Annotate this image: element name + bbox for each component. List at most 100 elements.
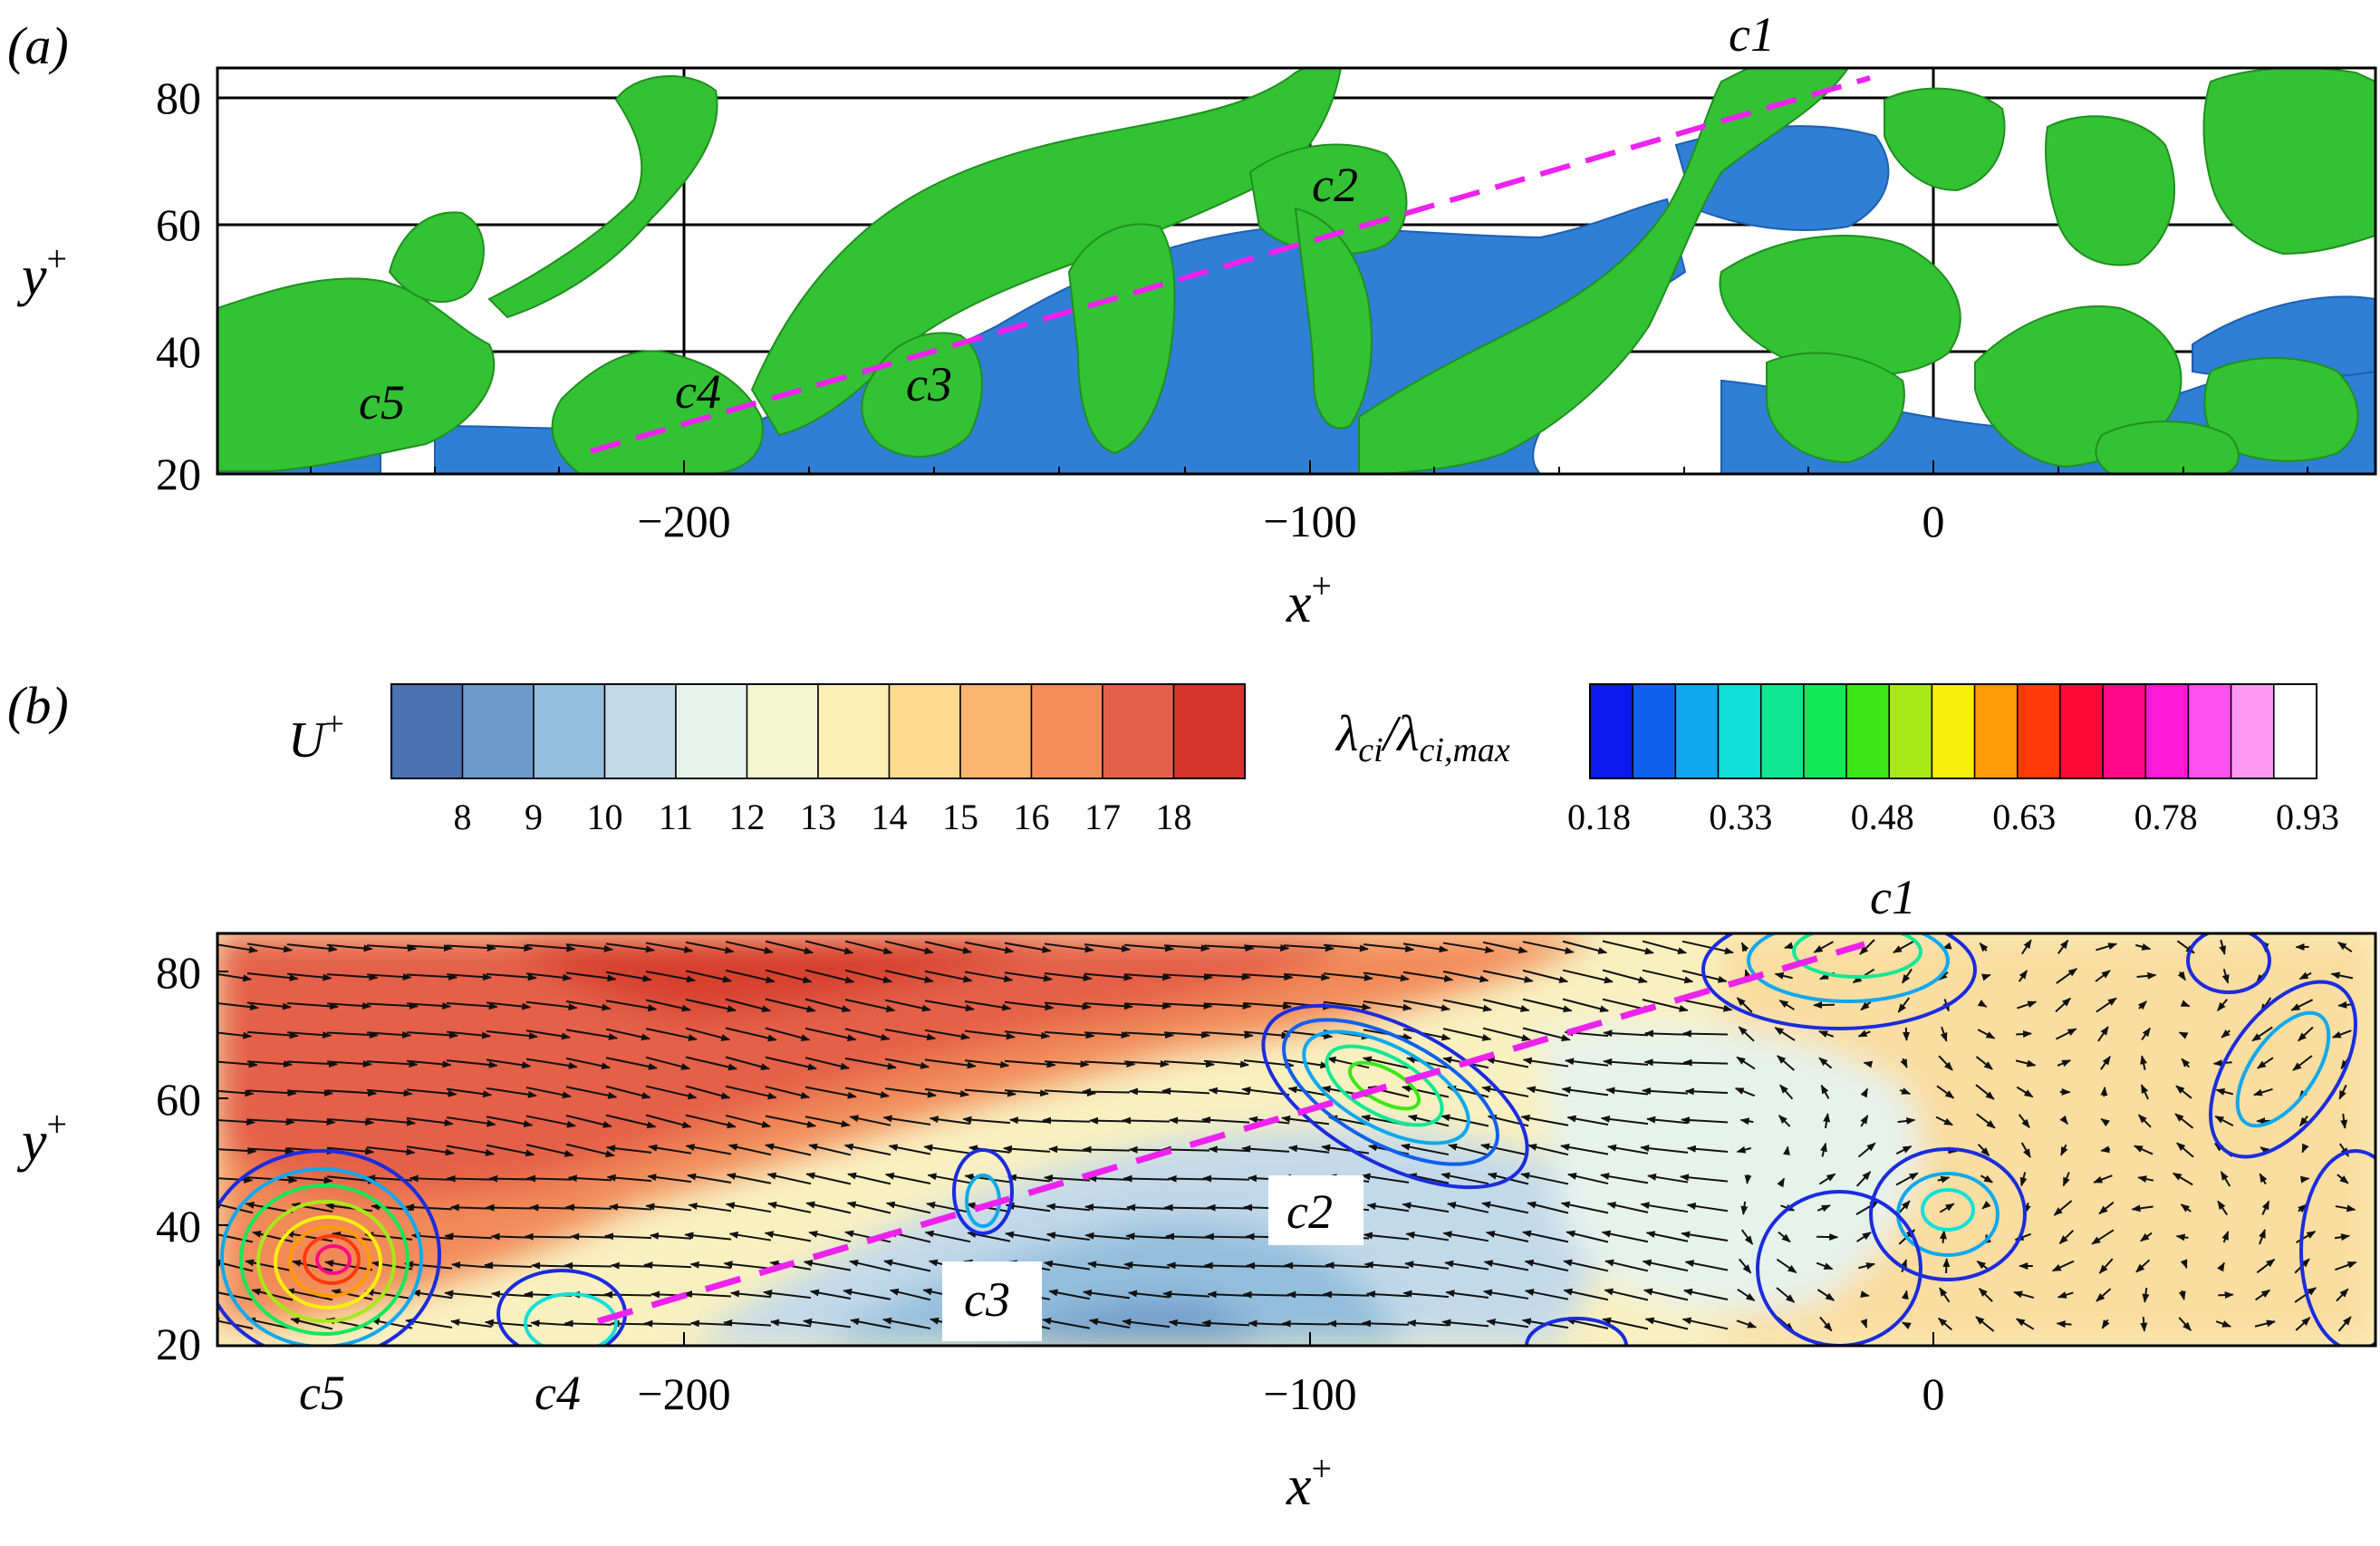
velocity-vector <box>1326 1056 1370 1069</box>
velocity-vector <box>2256 1258 2276 1274</box>
velocity-vector <box>1526 1086 1569 1097</box>
velocity-vector <box>805 969 855 984</box>
velocity-vector <box>1939 1203 1955 1213</box>
velocity-vector <box>1642 940 1688 954</box>
velocity-vector <box>1084 1002 1134 1010</box>
velocity-vector <box>2093 1174 2113 1184</box>
velocity-vector <box>1203 1261 1250 1270</box>
velocity-vector <box>1977 999 1988 1008</box>
velocity-vector <box>2097 1026 2109 1042</box>
velocity-vector <box>1940 1026 1948 1042</box>
velocity-vector <box>1004 942 1052 953</box>
panel-a-x-tick-neg100: −100 <box>1263 496 1356 546</box>
velocity-vector <box>2219 939 2227 955</box>
velocity-vector <box>1363 943 1415 952</box>
velocity-vector <box>444 1232 493 1241</box>
velocity-vector <box>446 1030 491 1039</box>
velocity-vector <box>406 1031 458 1039</box>
velocity-vector <box>685 1144 732 1155</box>
velocity-vector <box>2256 1057 2274 1069</box>
velocity-vector <box>1201 1116 1250 1124</box>
velocity-vector <box>1740 1201 1749 1215</box>
velocity-vector <box>805 1116 851 1128</box>
velocity-vector <box>647 1174 692 1184</box>
velocity-vector <box>1601 1230 1649 1243</box>
velocity-vector <box>1084 1031 1131 1039</box>
velocity-vector <box>1161 1087 1210 1096</box>
colorbar-u-swatch <box>1030 683 1103 779</box>
velocity-vector <box>967 1231 1011 1242</box>
velocity-vector <box>1203 944 1255 952</box>
velocity-vector <box>1281 1319 1330 1328</box>
velocity-vector <box>603 1232 652 1241</box>
velocity-vector <box>1860 1290 1870 1299</box>
velocity-vector <box>884 970 934 983</box>
velocity-vector <box>844 969 892 984</box>
velocity-vector <box>2296 1231 2317 1243</box>
velocity-vector <box>1441 1172 1489 1185</box>
velocity-vector <box>366 1117 417 1126</box>
swirling-contours <box>217 933 2375 1346</box>
colorbar-lambda-swatch <box>1803 683 1847 779</box>
velocity-vector <box>2017 1000 2038 1010</box>
colorbar-u-tick: 11 <box>659 797 694 837</box>
velocity-vector <box>1442 999 1493 1012</box>
velocity-vector <box>1981 1200 1991 1210</box>
colorbar-u-swatches <box>390 683 1246 779</box>
velocity-vector <box>246 942 294 953</box>
velocity-vector <box>844 1057 897 1070</box>
velocity-vector <box>406 943 453 952</box>
velocity-vector <box>286 1031 332 1039</box>
velocity-vector <box>1402 971 1454 982</box>
velocity-vector <box>1366 1203 1410 1213</box>
velocity-vector <box>605 971 652 982</box>
velocity-vector <box>2178 1317 2192 1331</box>
velocity-vector <box>2335 1261 2357 1271</box>
velocity-vector <box>217 1089 255 1097</box>
velocity-vector <box>765 1115 817 1128</box>
velocity-vector <box>1560 1201 1609 1214</box>
velocity-vector <box>366 1002 419 1010</box>
velocity-vector <box>246 1060 294 1068</box>
velocity-vector <box>1163 944 1210 952</box>
colorbar-u-swatch <box>1172 683 1246 779</box>
velocity-vector <box>2337 1174 2349 1184</box>
velocity-vector <box>805 1086 857 1099</box>
panel-a-y-tick-80: 80 <box>156 72 201 123</box>
velocity-vector <box>1938 1055 1953 1071</box>
velocity-vector <box>2180 1203 2192 1213</box>
velocity-vector <box>1823 1113 1831 1129</box>
velocity-vector <box>843 1288 891 1300</box>
velocity-vector <box>844 940 893 955</box>
velocity-vector <box>1163 1060 1216 1068</box>
velocity-vector <box>683 1290 732 1299</box>
velocity-vector <box>725 1202 772 1213</box>
panel-b-x-tick-0: 0 <box>1922 1368 1945 1419</box>
velocity-vector <box>765 1086 811 1099</box>
velocity-vector <box>2178 1031 2189 1039</box>
velocity-vector <box>1860 1087 1869 1098</box>
velocity-vector <box>1522 941 1575 954</box>
velocity-vector <box>846 1201 891 1214</box>
velocity-vector <box>406 1088 458 1097</box>
velocity-vector <box>1122 1116 1171 1125</box>
velocity-vector <box>685 1114 737 1129</box>
velocity-vector <box>1744 1174 1752 1184</box>
velocity-vector <box>727 1143 772 1156</box>
velocity-vector <box>217 1147 257 1155</box>
velocity-vector <box>406 1059 452 1068</box>
colorbar-lambda-swatch <box>2273 683 2317 779</box>
velocity-vector <box>964 1059 1010 1068</box>
velocity-vector <box>924 970 973 983</box>
colorbar-u-swatch <box>817 683 891 779</box>
velocity-vector <box>1938 1317 1952 1331</box>
velocity-vector <box>565 1057 612 1070</box>
velocity-vector <box>1441 1319 1489 1328</box>
velocity-vector <box>1201 1319 1250 1328</box>
colorbar-u-tick: 9 <box>525 797 543 837</box>
velocity-vector <box>486 1087 537 1098</box>
velocity-vector <box>884 1029 937 1041</box>
velocity-vector <box>2058 1230 2075 1244</box>
velocity-vector <box>1441 1114 1489 1127</box>
velocity-vector <box>1935 1116 1954 1126</box>
